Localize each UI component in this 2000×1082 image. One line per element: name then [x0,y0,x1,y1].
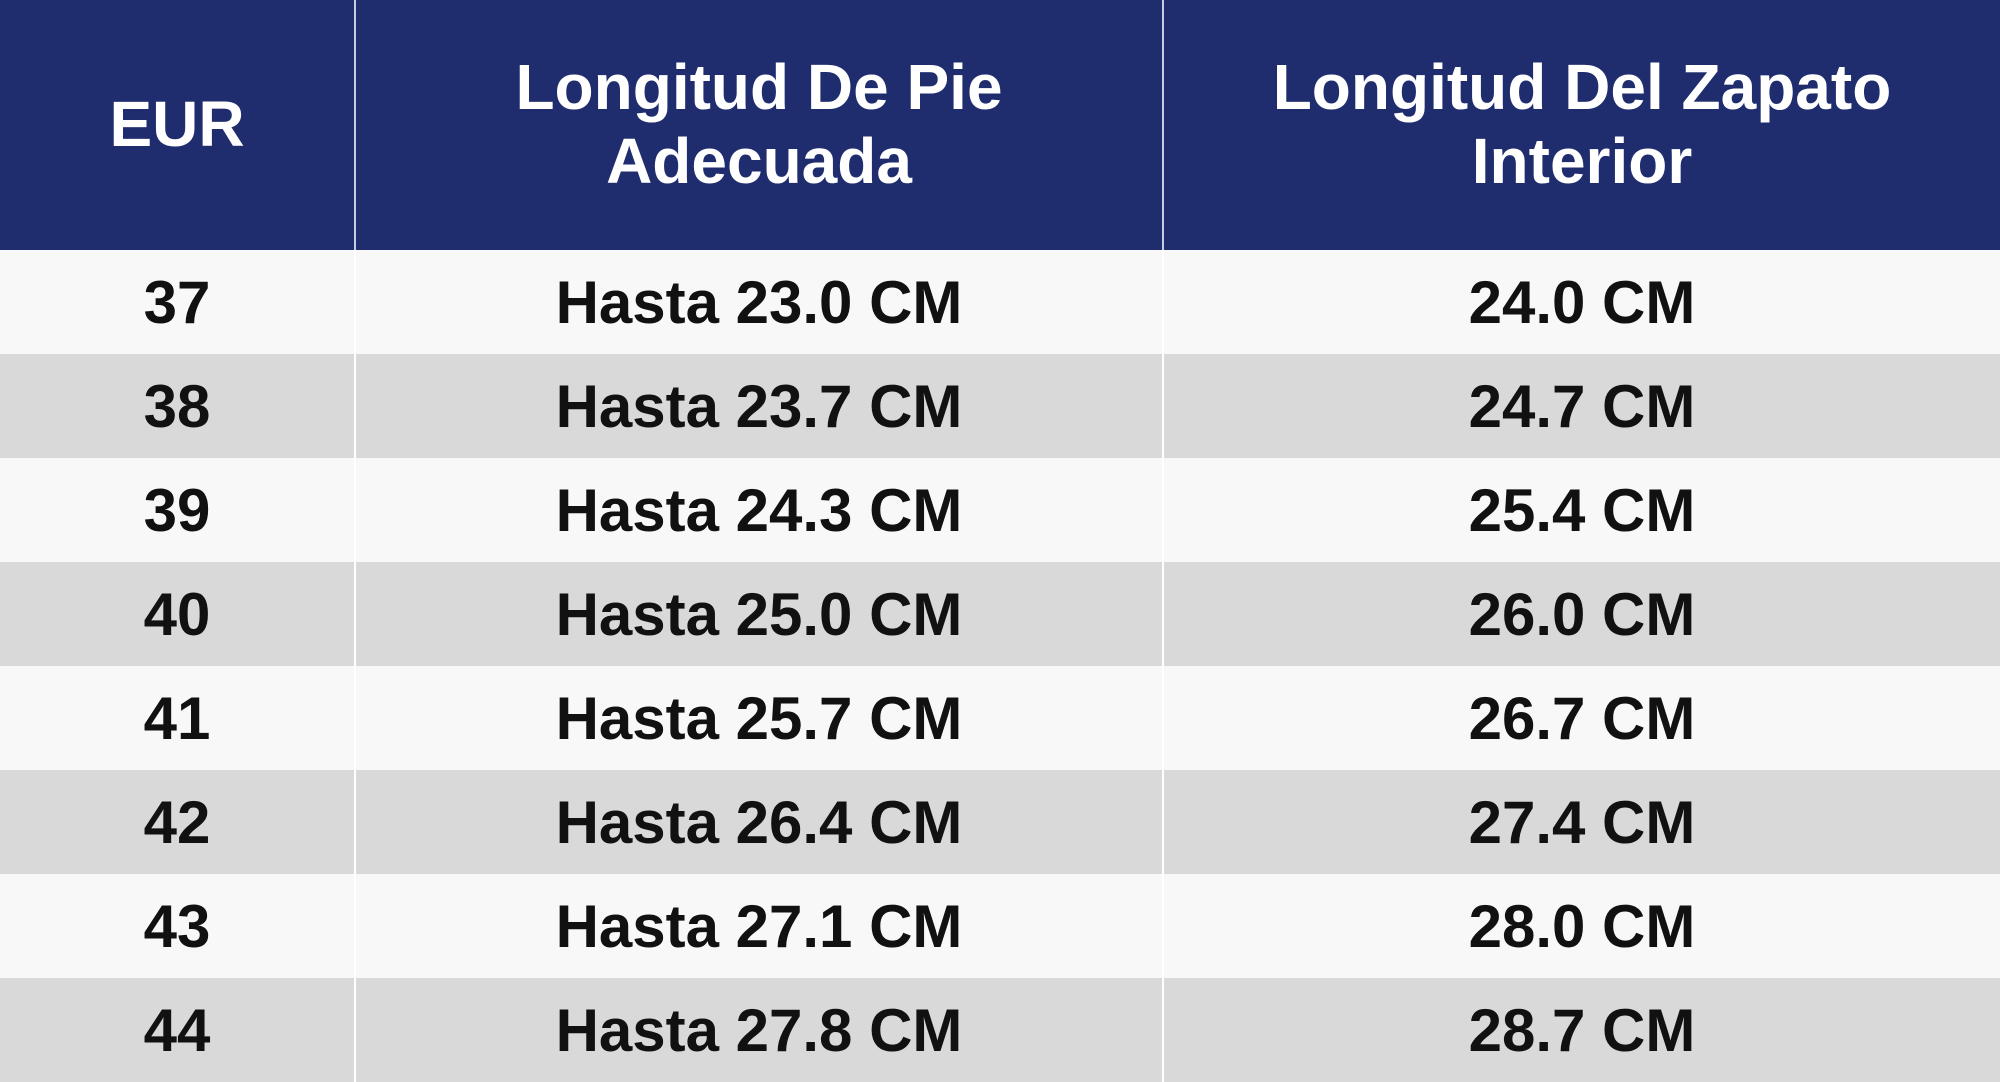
table-row: 37 Hasta 23.0 CM 24.0 CM [0,250,2000,354]
table-row: 39 Hasta 24.3 CM 25.4 CM [0,458,2000,562]
table-cell: 26.7 CM [1162,666,2000,770]
table-cell: Hasta 25.0 CM [354,562,1163,666]
table-cell: 44 [0,978,355,1082]
table-cell: 38 [0,354,355,458]
table-row: 42 Hasta 26.4 CM 27.4 CM [0,770,2000,874]
table-row: 43 Hasta 27.1 CM 28.0 CM [0,874,2000,978]
table-cell: 37 [0,250,355,354]
table-cell: Hasta 27.8 CM [354,978,1163,1082]
table-cell: 43 [0,874,355,978]
table-cell: 41 [0,666,355,770]
table-row: 44 Hasta 27.8 CM 28.7 CM [0,978,2000,1082]
header-cell: EUR [0,0,355,250]
header-cell: Longitud Del Zapato Interior [1162,0,2000,250]
table-cell: Hasta 24.3 CM [354,458,1163,562]
table-row: 41 Hasta 25.7 CM 26.7 CM [0,666,2000,770]
table-body: 37 Hasta 23.0 CM 24.0 CM 38 Hasta 23.7 CM 24.… [0,250,2000,1082]
table-cell: 26.0 CM [1162,562,2000,666]
header-cell: Longitud De Pie Adecuada [354,0,1163,250]
table-header: EUR Longitud De Pie Adecuada Longitud Del … [0,0,2000,250]
table-cell: 28.0 CM [1162,874,2000,978]
header-row: EUR Longitud De Pie Adecuada Longitud Del … [0,0,2000,250]
table-cell: Hasta 23.7 CM [354,354,1163,458]
table-cell: 40 [0,562,355,666]
table-cell: 28.7 CM [1162,978,2000,1082]
table-cell: Hasta 23.0 CM [354,250,1163,354]
table-cell: Hasta 27.1 CM [354,874,1163,978]
table-cell: 24.0 CM [1162,250,2000,354]
table-cell: Hasta 25.7 CM [354,666,1163,770]
table-cell: 24.7 CM [1162,354,2000,458]
table-cell: Hasta 26.4 CM [354,770,1163,874]
table-row: 38 Hasta 23.7 CM 24.7 CM [0,354,2000,458]
table-cell: 27.4 CM [1162,770,2000,874]
table-row: 40 Hasta 25.0 CM 26.0 CM [0,562,2000,666]
table-cell: 42 [0,770,355,874]
table-cell: 39 [0,458,355,562]
table-cell: 25.4 CM [1162,458,2000,562]
